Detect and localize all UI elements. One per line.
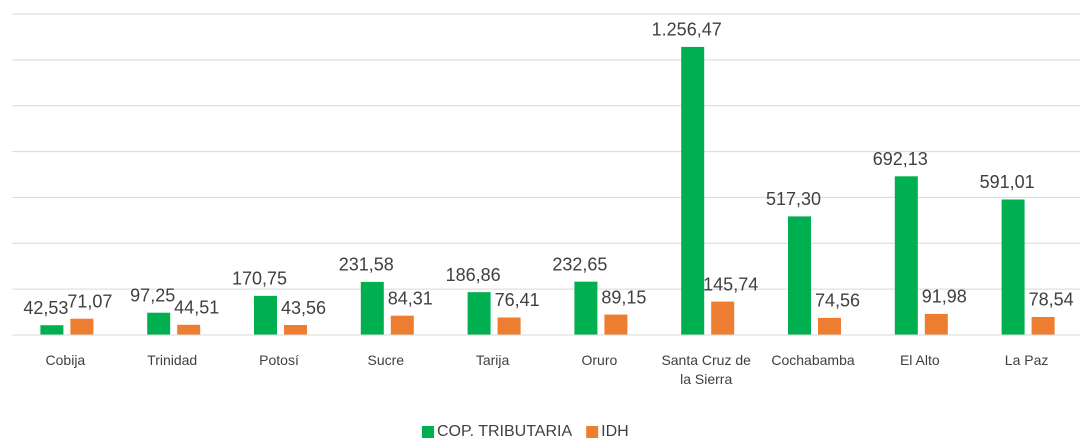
x-tick-label: Santa Cruz de la Sierra (661, 352, 751, 387)
bar (360, 281, 384, 335)
bar (788, 216, 811, 335)
data-label: 186,86 (446, 265, 501, 285)
data-label: 89,15 (601, 287, 646, 307)
data-label: 74,56 (815, 291, 860, 311)
bar (604, 314, 628, 335)
data-label: 232,65 (552, 254, 607, 274)
x-tick-label: La Paz (1004, 352, 1049, 368)
bar (1031, 316, 1055, 335)
data-label: 42,53 (23, 298, 68, 318)
legend-swatch (586, 426, 599, 438)
bar (147, 312, 171, 335)
x-tick-label: Tarija (475, 352, 510, 368)
x-tick-label: Cochabamba (771, 352, 855, 368)
data-label: 692,13 (873, 149, 928, 169)
legend-label: COP. TRIBUTARIA (437, 423, 572, 440)
data-label: 591,01 (980, 172, 1035, 192)
data-label: 97,25 (130, 285, 175, 305)
legend-swatch (422, 426, 434, 438)
bar (497, 317, 521, 335)
bar (924, 313, 948, 335)
x-tick-label: Cobija (45, 352, 86, 368)
x-tick-label: Trinidad (147, 352, 198, 368)
bar (284, 325, 307, 335)
data-label: 170,75 (232, 269, 287, 289)
bar (681, 46, 705, 336)
data-label: 43,56 (281, 298, 326, 318)
data-label: 71,07 (67, 291, 112, 311)
data-label: 1.256,47 (652, 20, 722, 40)
bar (711, 301, 735, 335)
legend-label: IDH (601, 423, 629, 440)
data-label: 231,58 (339, 255, 394, 275)
data-label: 91,98 (922, 287, 967, 307)
bar (1001, 199, 1025, 335)
data-label: 84,31 (388, 288, 433, 308)
bar (467, 292, 491, 335)
bar (254, 295, 277, 335)
data-label: 78,54 (1029, 290, 1074, 310)
x-tick-label: Potosí (259, 352, 299, 368)
bar (390, 315, 414, 335)
bar (40, 325, 64, 335)
data-label: 76,41 (495, 290, 540, 310)
bar (70, 318, 94, 335)
x-tick-label: Sucre (367, 352, 405, 368)
bar (177, 324, 201, 335)
bar (894, 176, 918, 335)
data-label: 517,30 (766, 189, 821, 209)
x-tick-label: El Alto (899, 352, 940, 368)
bar (818, 317, 841, 335)
data-label: 145,74 (703, 274, 758, 294)
bar (574, 281, 598, 335)
data-label: 44,51 (174, 298, 219, 318)
x-tick-label: Oruro (581, 352, 618, 368)
